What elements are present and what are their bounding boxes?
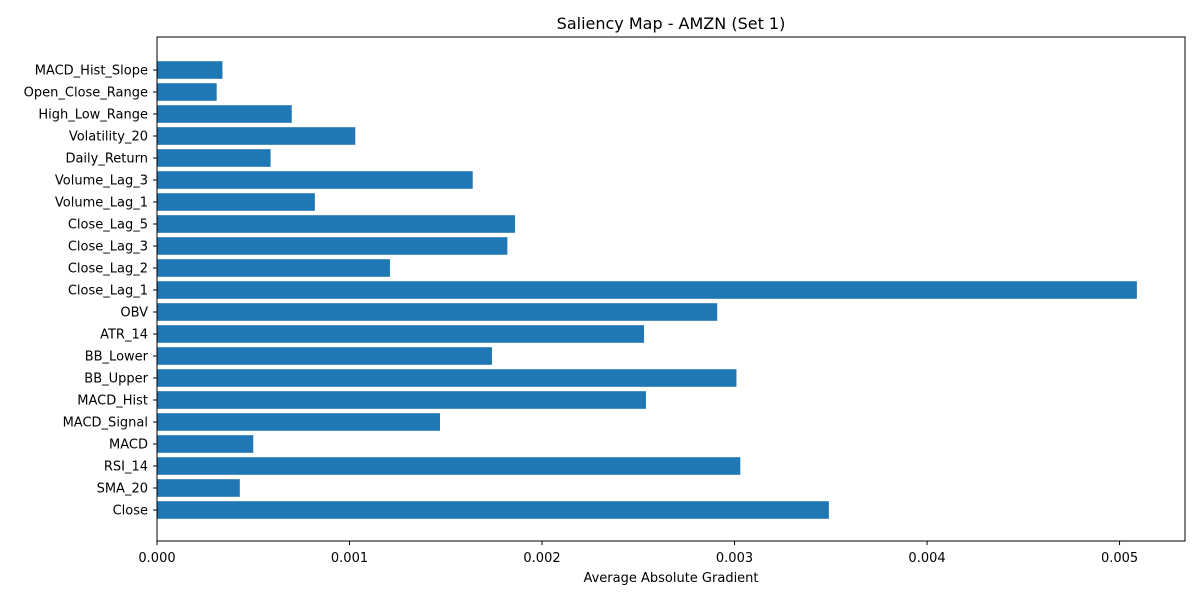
bar-close-lag-2 [157,259,390,277]
x-tick-label: 0.003 [716,551,753,566]
x-tick-label: 0.005 [1101,551,1138,566]
y-tick-label: Close_Lag_2 [68,262,148,277]
bar-atr-14 [157,325,645,343]
y-tick-label: Close_Lag_1 [68,284,148,299]
y-tick-label: Volume_Lag_3 [55,174,148,189]
y-tick-label: MACD_Hist [77,394,148,409]
y-tick-label: Open_Close_Range [24,86,148,101]
bar-volume-lag-3 [157,171,473,189]
y-tick-label: MACD_Hist_Slope [35,64,148,79]
bar-close-lag-3 [157,237,508,255]
y-tick-label: Close_Lag_5 [68,218,148,233]
bar-obv [157,303,718,321]
bar-close-lag-1 [157,281,1137,299]
x-tick-label: 0.002 [523,551,560,566]
bar-bb-lower [157,347,492,365]
bar-volume-lag-1 [157,193,315,211]
y-tick-label: Close [113,504,148,519]
bar-macd-hist [157,391,646,409]
y-tick-label: ATR_14 [100,328,148,343]
bar-open-close-range [157,83,217,101]
y-tick-label: BB_Upper [84,372,148,387]
bar-macd [157,435,254,453]
y-tick-label: BB_Lower [85,350,149,365]
x-tick-label: 0.000 [138,551,175,566]
plot-frame [156,36,1186,542]
y-tick-label: Volume_Lag_1 [55,196,148,211]
y-tick-label: Volatility_20 [69,130,148,145]
y-tick-label: MACD [109,438,148,453]
bar-high-low-range [157,105,292,123]
bar-rsi-14 [157,457,741,475]
bars-layer [157,61,1137,519]
x-axis-label: Average Absolute Gradient [583,571,758,586]
x-axis-ticks: 0.000 0.001 0.002 0.003 0.004 0.005 [138,541,1138,566]
bar-macd-hist-slope [157,61,223,79]
bar-macd-signal [157,413,440,431]
y-tick-label: OBV [120,306,148,321]
y-tick-label: RSI_14 [104,460,148,475]
y-tick-label: Close_Lag_3 [68,240,148,255]
y-tick-label: MACD_Signal [63,416,148,431]
y-axis-ticks: Close SMA_20 RSI_14 MACD MACD_Signal MACD_His… [24,64,157,519]
chart-title: Saliency Map - AMZN (Set 1) [557,14,786,33]
y-tick-label: Daily_Return [65,152,148,167]
bar-daily-return [157,149,271,167]
bar-bb-upper [157,369,737,387]
bar-sma-20 [157,479,240,497]
bar-volatility-20 [157,127,356,145]
x-tick-label: 0.004 [908,551,945,566]
y-tick-label: High_Low_Range [38,108,148,123]
bar-close-lag-5 [157,215,516,233]
x-tick-label: 0.001 [331,551,368,566]
bar-close [157,501,829,519]
y-tick-label: SMA_20 [97,482,148,497]
